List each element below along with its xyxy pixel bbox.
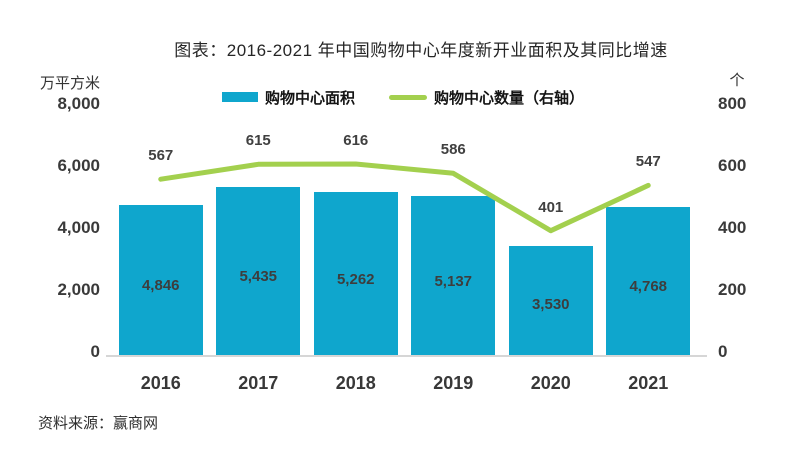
x-axis-label: 2019 [433,373,474,393]
x-axis-label: 2021 [628,373,669,393]
legend-label-count: 购物中心数量（右轴） [434,89,585,107]
x-axis-line [106,355,707,357]
left-axis-unit-label: 万平方米 [39,75,100,92]
y-tick-label-right: 600 [718,156,747,175]
x-axis-label: 2018 [335,373,376,393]
bar-value-label: 4,768 [629,278,668,295]
bar-value-label: 5,137 [434,272,473,290]
legend: 购物中心面积 购物中心数量（右轴） [222,86,584,108]
bar-value-label: 3,530 [531,295,570,313]
y-tick-label-left: 2,000 [57,280,100,299]
y-tick-label-right: 0 [718,342,728,361]
line-value-label: 615 [245,132,271,150]
right-axis-unit-label: 个 [729,72,745,89]
x-axis-label: 2020 [530,373,571,393]
bar-2020 [508,245,593,355]
line-series-swatch-icon [389,94,428,100]
chart-title: 图表：2016-2021 年中国购物中心年度新开业面积及其同比增速 [174,41,668,60]
y-tick-label-left: 4,000 [57,218,100,237]
bar-value-label: 4,846 [141,276,180,294]
y-tick-label-left: 6,000 [57,156,100,175]
line-value-label: 586 [440,141,466,159]
line-value-label: 401 [538,198,564,216]
y-tick-label-right: 800 [718,94,747,113]
legend-label-area: 购物中心面积 [265,89,356,107]
y-tick-label-left: 8,000 [57,94,100,113]
line-value-label: 616 [343,132,369,150]
y-tick-label-left: 0 [90,342,100,361]
y-tick-label-right: 400 [718,218,747,237]
x-axis-label: 2016 [140,373,181,393]
bar-series-swatch-icon [222,92,258,102]
line-value-label: 547 [635,153,661,171]
bar-value-label: 5,262 [336,270,375,288]
bar-value-label: 5,435 [239,268,278,286]
source-note: 资料来源：赢商网 [38,415,159,432]
line-value-label: 567 [148,147,174,165]
y-tick-label-right: 200 [718,280,747,299]
x-axis-label: 2017 [238,373,279,393]
